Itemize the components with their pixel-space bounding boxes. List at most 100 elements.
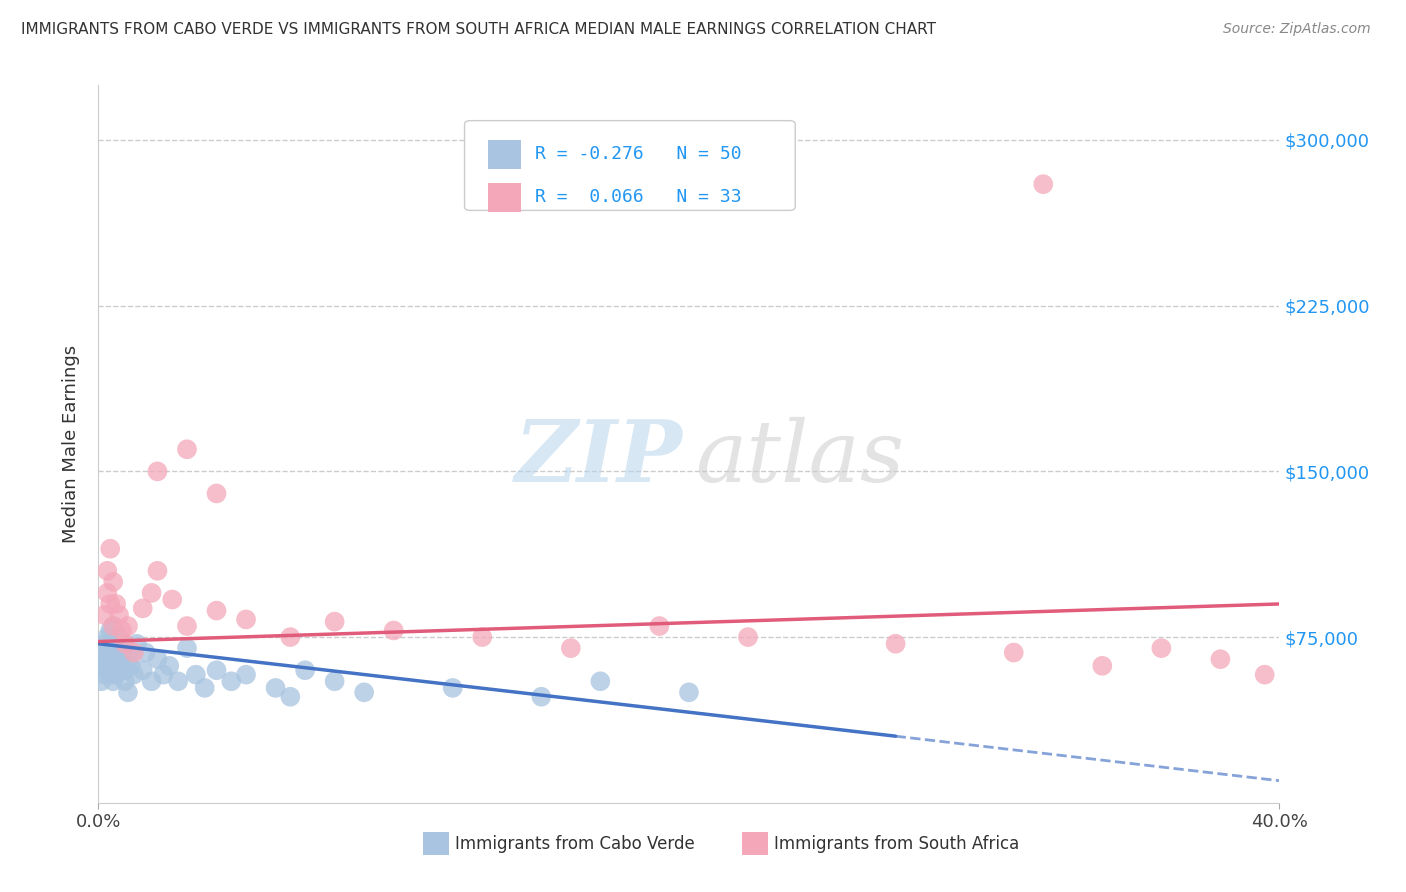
Point (135, 646, 157, 660)
Point (111, 658, 134, 673)
Point (194, 681, 217, 695)
FancyBboxPatch shape (464, 120, 796, 211)
Point (176, 641, 198, 656)
Point (1032, 177, 1054, 191)
Text: R = -0.276   N = 50: R = -0.276 N = 50 (536, 145, 742, 163)
Point (530, 690, 553, 704)
Point (117, 685, 139, 699)
Point (323, 615, 346, 629)
Point (1150, 641, 1173, 656)
Point (146, 564, 169, 578)
Point (648, 619, 671, 633)
Point (125, 637, 148, 651)
Point (146, 652, 169, 666)
Point (737, 630, 759, 644)
Point (105, 667, 128, 681)
Point (280, 690, 302, 704)
Point (114, 663, 136, 677)
Point (176, 619, 198, 633)
Point (98, 624, 121, 638)
Point (167, 674, 190, 689)
Text: IMMIGRANTS FROM CABO VERDE VS IMMIGRANTS FROM SOUTH AFRICA MEDIAN MALE EARNINGS : IMMIGRANTS FROM CABO VERDE VS IMMIGRANTS… (21, 22, 936, 37)
Point (141, 674, 163, 689)
Point (176, 442, 198, 457)
Point (221, 674, 243, 689)
Point (103, 637, 125, 651)
Bar (488, 183, 522, 211)
Point (98, 652, 121, 666)
Point (235, 612, 257, 626)
Bar (742, 832, 768, 855)
Point (441, 681, 464, 695)
Text: R =  0.066   N = 33: R = 0.066 N = 33 (536, 188, 742, 206)
Point (162, 592, 183, 607)
Point (884, 637, 907, 651)
Point (111, 646, 134, 660)
Point (114, 637, 136, 651)
Point (205, 604, 228, 618)
Point (471, 630, 494, 644)
Point (103, 674, 125, 689)
Bar (488, 140, 522, 169)
Point (294, 663, 316, 677)
Point (93, 607, 115, 622)
Point (103, 619, 125, 633)
Point (93, 637, 115, 651)
Point (103, 574, 125, 589)
Point (141, 586, 163, 600)
Point (105, 597, 128, 611)
Point (1002, 646, 1025, 660)
Point (90, 658, 112, 673)
Text: atlas: atlas (695, 417, 904, 500)
Point (152, 667, 174, 681)
Point (96, 564, 118, 578)
Point (157, 658, 180, 673)
Point (96, 641, 118, 656)
Point (103, 619, 125, 633)
Point (96, 630, 118, 644)
Text: Immigrants from South Africa: Immigrants from South Africa (773, 835, 1019, 853)
Point (117, 619, 139, 633)
Point (1209, 652, 1232, 666)
Y-axis label: Median Male Earnings: Median Male Earnings (62, 344, 80, 543)
Point (122, 646, 145, 660)
Point (184, 667, 207, 681)
Bar (423, 832, 449, 855)
Point (146, 464, 169, 478)
Point (205, 663, 228, 677)
Point (122, 667, 145, 681)
Point (132, 663, 155, 677)
Point (114, 674, 136, 689)
Point (120, 658, 142, 673)
Point (96, 586, 118, 600)
Point (235, 667, 257, 681)
Point (108, 641, 131, 656)
Point (132, 601, 155, 615)
Point (98, 667, 121, 681)
Point (264, 681, 287, 695)
Point (96, 652, 118, 666)
Text: ZIP: ZIP (515, 417, 683, 500)
Text: Immigrants from Cabo Verde: Immigrants from Cabo Verde (456, 835, 695, 853)
Text: Source: ZipAtlas.com: Source: ZipAtlas.com (1223, 22, 1371, 37)
Point (98, 597, 121, 611)
Point (205, 486, 228, 500)
Point (1091, 658, 1114, 673)
Point (96, 663, 118, 677)
Point (111, 624, 134, 638)
Point (280, 630, 302, 644)
Point (105, 652, 128, 666)
Point (323, 674, 346, 689)
Point (560, 641, 582, 656)
Point (108, 607, 131, 622)
Point (1254, 667, 1277, 681)
Point (353, 685, 375, 699)
Point (93, 646, 115, 660)
Point (117, 652, 139, 666)
Point (589, 674, 612, 689)
Point (678, 685, 700, 699)
Point (98, 541, 121, 556)
Point (382, 624, 405, 638)
Point (90, 674, 112, 689)
Point (93, 667, 115, 681)
